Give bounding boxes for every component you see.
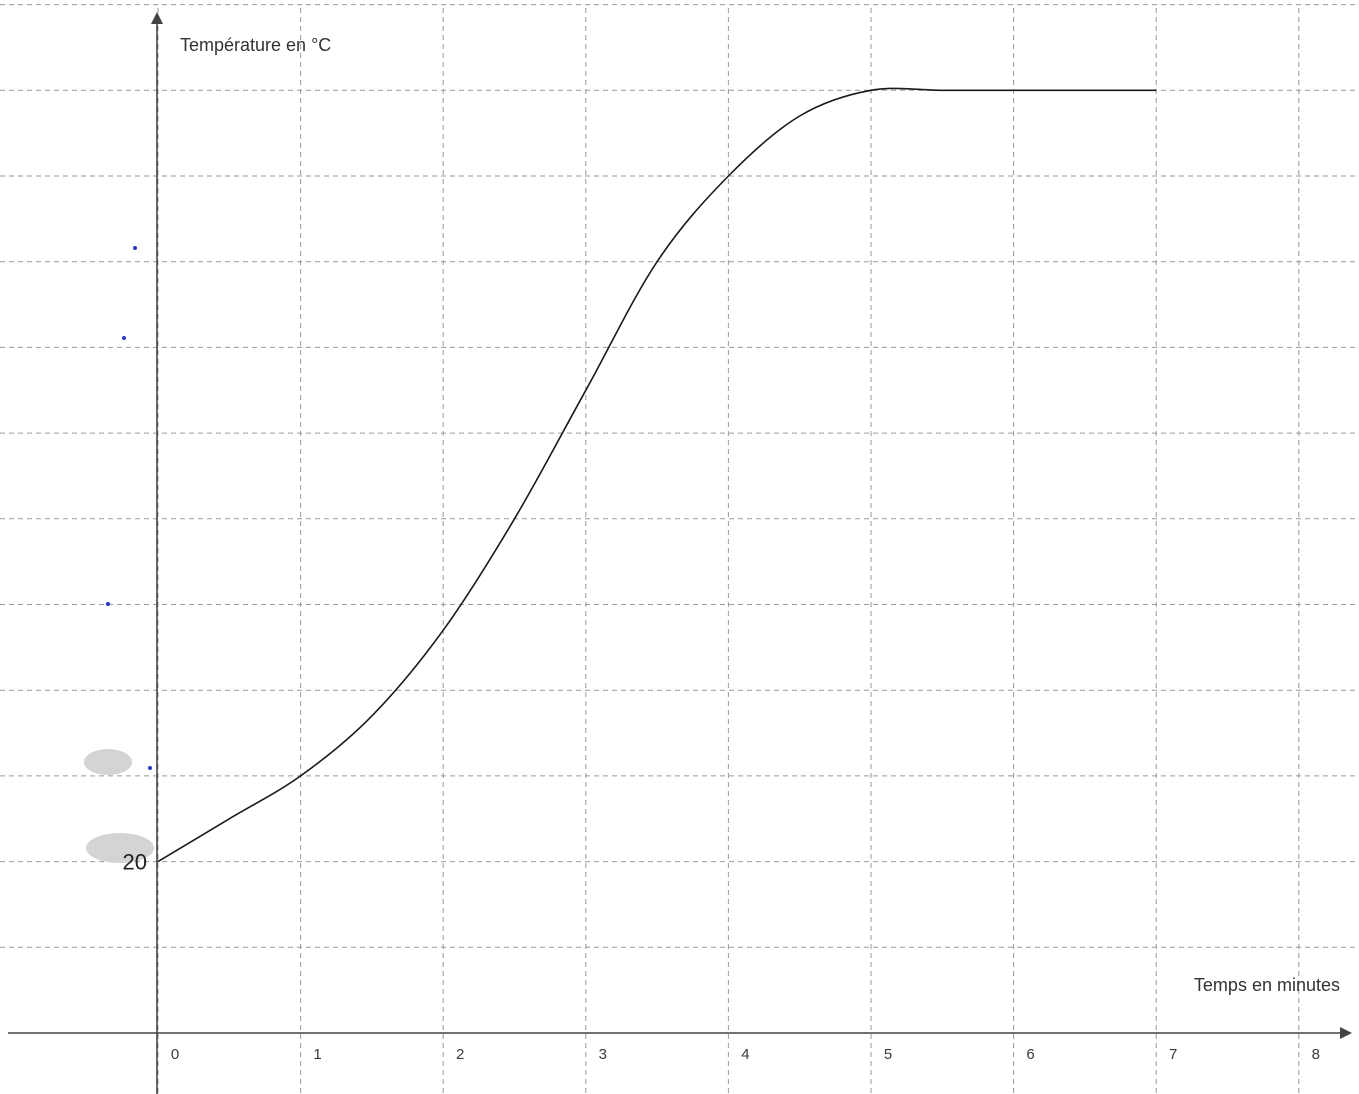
smudge-1 bbox=[84, 749, 132, 775]
ink-dot-1 bbox=[133, 246, 137, 250]
x-tick-label: 3 bbox=[599, 1046, 607, 1063]
x-axis-arrow bbox=[1340, 1027, 1352, 1039]
x-tick-label: 8 bbox=[1312, 1046, 1320, 1063]
y-tick-label: 20 bbox=[123, 850, 147, 875]
x-tick-label: 6 bbox=[1026, 1046, 1034, 1063]
x-tick-label: 2 bbox=[456, 1046, 464, 1063]
x-tick-label: 1 bbox=[313, 1046, 321, 1063]
x-tick-label: 0 bbox=[171, 1046, 179, 1063]
x-tick-label: 5 bbox=[884, 1046, 892, 1063]
x-tick-label: 4 bbox=[741, 1046, 749, 1063]
ink-dot-2 bbox=[122, 336, 126, 340]
x-tick-label: 7 bbox=[1169, 1046, 1177, 1063]
x-axis-title: Temps en minutes bbox=[1194, 975, 1340, 995]
scan-smudges bbox=[84, 246, 154, 863]
axes bbox=[8, 12, 1352, 1094]
y-axis-arrow bbox=[151, 12, 163, 24]
temperature-curve bbox=[158, 88, 1156, 861]
y-axis-title: Température en °C bbox=[180, 35, 331, 55]
x-tick-labels: 0 1 2 3 4 5 6 7 8 bbox=[171, 1046, 1320, 1063]
grid bbox=[0, 5, 1359, 1094]
ink-dot-3 bbox=[106, 602, 110, 606]
ink-dot-4 bbox=[148, 766, 152, 770]
y-tick-labels: 20 bbox=[123, 850, 147, 875]
